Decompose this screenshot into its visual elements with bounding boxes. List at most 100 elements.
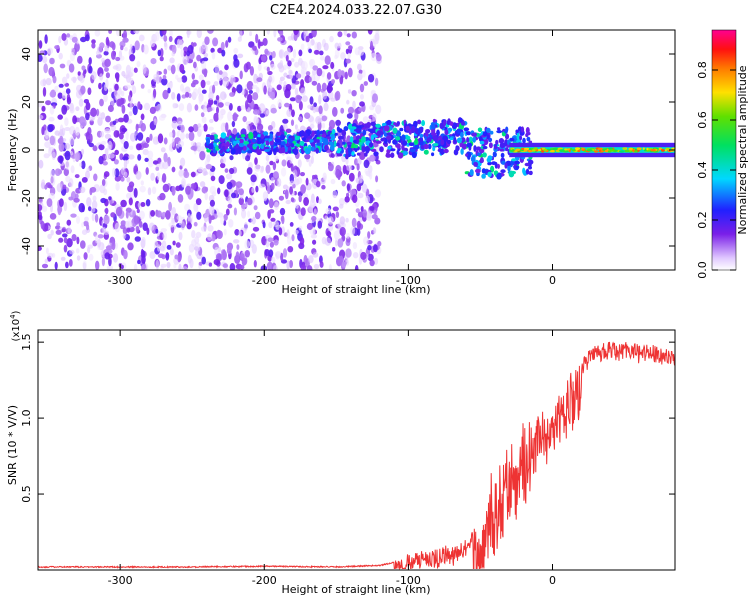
noise-cell: [358, 69, 363, 75]
signal-cell: [280, 134, 285, 141]
noise-cell: [268, 221, 273, 229]
noise-cell: [54, 85, 59, 93]
noise-cell: [69, 136, 75, 146]
noise-cell: [103, 188, 108, 196]
carrier-cell: [628, 147, 633, 151]
signal-cell: [386, 135, 392, 140]
noise-cell: [270, 182, 275, 191]
signal-cell: [288, 137, 293, 144]
noise-cell: [113, 130, 120, 138]
noise-cell: [220, 41, 225, 51]
noise-cell: [276, 84, 282, 91]
noise-cell: [193, 61, 197, 69]
signal-cell: [528, 165, 532, 170]
noise-cell: [170, 64, 176, 75]
colorbar-tick-label: 0.8: [696, 61, 709, 79]
noise-cell: [46, 198, 53, 208]
noise-cell: [150, 172, 155, 181]
noise-cell: [107, 104, 114, 113]
noise-cell: [345, 48, 349, 55]
noise-cell: [190, 145, 197, 151]
noise-cell: [147, 187, 152, 196]
noise-cell: [81, 160, 86, 170]
noise-cell: [370, 52, 378, 62]
signal-cell: [525, 126, 530, 134]
noise-cell: [110, 212, 116, 218]
noise-cell: [140, 202, 146, 207]
noise-cell: [279, 207, 286, 216]
noise-cell: [91, 200, 98, 209]
noise-cell: [298, 49, 303, 57]
noise-cell: [273, 30, 277, 38]
noise-cell: [209, 185, 217, 195]
noise-cell: [362, 116, 369, 123]
noise-cell: [136, 60, 141, 68]
noise-cell: [58, 237, 64, 243]
noise-cell: [109, 41, 115, 48]
noise-cell: [103, 83, 108, 92]
noise-cell: [113, 159, 119, 165]
noise-cell: [250, 233, 256, 239]
noise-cell: [201, 256, 206, 265]
signal-cell: [476, 146, 481, 151]
noise-cell: [193, 246, 199, 251]
y-tick-label: 20: [20, 95, 33, 109]
noise-cell: [81, 65, 86, 71]
noise-cell: [159, 192, 166, 201]
signal-cell: [496, 173, 502, 180]
noise-cell: [125, 130, 129, 141]
noise-cell: [247, 210, 251, 218]
noise-cell: [76, 236, 80, 245]
noise-cell: [161, 30, 167, 36]
signal-cell: [515, 165, 520, 169]
noise-cell: [104, 67, 109, 72]
noise-cell: [356, 163, 360, 171]
noise-cell: [185, 133, 190, 139]
noise-cell: [189, 214, 193, 224]
noise-cell: [203, 123, 208, 132]
noise-cell: [224, 168, 229, 173]
noise-cell: [201, 89, 207, 94]
noise-cell: [132, 105, 138, 116]
noise-cell: [88, 253, 94, 261]
noise-cell: [71, 234, 77, 242]
noise-cell: [97, 238, 101, 248]
noise-cell: [268, 75, 273, 83]
noise-cell: [140, 180, 144, 186]
noise-cell: [357, 49, 365, 56]
noise-cell: [333, 230, 340, 240]
noise-cell: [191, 230, 196, 239]
noise-cell: [346, 183, 350, 192]
noise-cell: [267, 184, 271, 195]
noise-cell: [359, 101, 365, 107]
signal-cell: [482, 152, 487, 158]
noise-cell: [104, 128, 111, 134]
signal-cell: [338, 135, 344, 140]
signal-cell: [526, 136, 531, 142]
noise-cell: [335, 168, 341, 179]
noise-cell: [133, 131, 138, 136]
noise-cell: [49, 135, 55, 146]
noise-cell: [133, 30, 140, 34]
noise-cell: [86, 197, 92, 207]
signal-cell: [386, 149, 391, 154]
noise-cell: [166, 244, 172, 250]
signal-cell: [519, 135, 523, 141]
noise-cell: [285, 54, 289, 62]
noise-cell: [304, 153, 311, 160]
noise-cell: [112, 167, 116, 178]
signal-cell: [411, 151, 417, 159]
noise-cell: [162, 161, 169, 170]
noise-cell: [92, 195, 97, 202]
signal-cell: [446, 139, 452, 145]
noise-cell: [357, 72, 363, 81]
noise-cell: [372, 227, 377, 235]
noise-cell: [356, 157, 362, 165]
noise-cell: [128, 111, 133, 117]
noise-cell: [63, 168, 69, 177]
noise-cell: [367, 30, 373, 35]
noise-cell: [156, 172, 161, 181]
signal-cell: [311, 130, 315, 138]
signal-cell: [427, 143, 432, 150]
